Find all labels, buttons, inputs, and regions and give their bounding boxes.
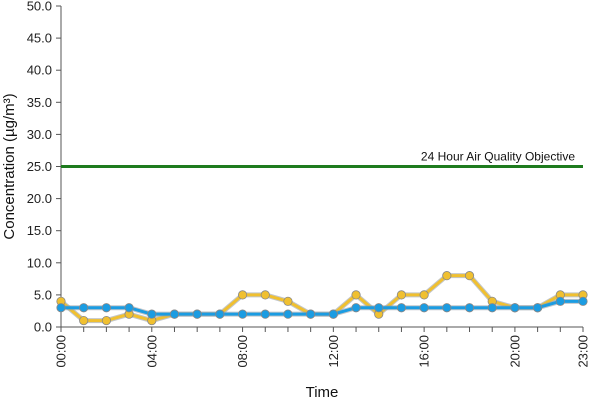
x-tick-label: 20:00	[507, 335, 522, 368]
data-point	[419, 303, 429, 313]
data-point	[260, 290, 270, 300]
data-point	[101, 303, 111, 313]
y-axis-title: Concentration (µg/m³)	[1, 93, 18, 239]
data-point	[215, 309, 225, 319]
y-tick-label: 50.0	[27, 0, 52, 14]
y-tick-label: 45.0	[27, 31, 52, 46]
data-point	[510, 303, 520, 313]
data-point	[464, 271, 475, 281]
y-axis: 0.0 5.0 10.0 15.0 20.0 25.0 30.0 35.0 40.0 45.0 50…	[27, 0, 61, 335]
x-tick-label: 12:00	[326, 335, 341, 368]
data-point	[79, 315, 89, 326]
data-point	[328, 309, 338, 319]
y-tick-label: 40.0	[27, 63, 52, 78]
data-point	[237, 309, 248, 319]
objective-label: 24 Hour Air Quality Objective	[421, 150, 575, 164]
x-tick-label: 23:00	[576, 335, 591, 368]
data-point	[442, 303, 452, 313]
x-axis: 00:00 04:00 08:00 12:00 16:00 20:00 23:00	[54, 327, 591, 368]
data-point	[578, 296, 588, 306]
data-point	[351, 290, 361, 300]
data-point	[79, 303, 89, 313]
y-tick-label: 5.0	[34, 287, 52, 302]
data-point	[487, 303, 497, 313]
y-tick-label: 20.0	[27, 191, 52, 206]
x-tick-label: 16:00	[417, 335, 432, 368]
y-tick-label: 15.0	[27, 223, 52, 238]
series-group	[56, 271, 588, 326]
data-point	[56, 303, 66, 313]
data-point	[192, 309, 202, 319]
data-point	[374, 303, 384, 313]
data-point	[396, 290, 407, 300]
data-point	[419, 290, 429, 300]
data-point	[533, 303, 543, 313]
data-point	[101, 315, 111, 326]
data-point	[396, 303, 407, 313]
x-tick-label: 08:00	[235, 335, 250, 368]
data-point	[283, 309, 293, 319]
data-point	[124, 303, 134, 313]
y-tick-label: 25.0	[27, 159, 52, 174]
y-tick-label: 0.0	[34, 320, 52, 335]
data-point	[169, 309, 180, 319]
x-tick-label: 04:00	[144, 335, 159, 368]
series-1	[56, 271, 588, 326]
x-axis-title: Time	[306, 384, 339, 400]
data-point	[442, 271, 452, 281]
data-point	[351, 303, 361, 313]
data-point	[237, 290, 248, 300]
y-tick-label: 30.0	[27, 127, 52, 142]
data-point	[555, 296, 565, 306]
data-point	[147, 309, 157, 319]
data-point	[283, 296, 293, 306]
y-tick-label: 10.0	[27, 255, 52, 270]
x-tick-label: 00:00	[54, 335, 69, 368]
data-point	[464, 303, 475, 313]
y-tick-label: 35.0	[27, 95, 52, 110]
data-point	[260, 309, 270, 319]
series-2	[56, 296, 588, 319]
data-point	[306, 309, 316, 319]
